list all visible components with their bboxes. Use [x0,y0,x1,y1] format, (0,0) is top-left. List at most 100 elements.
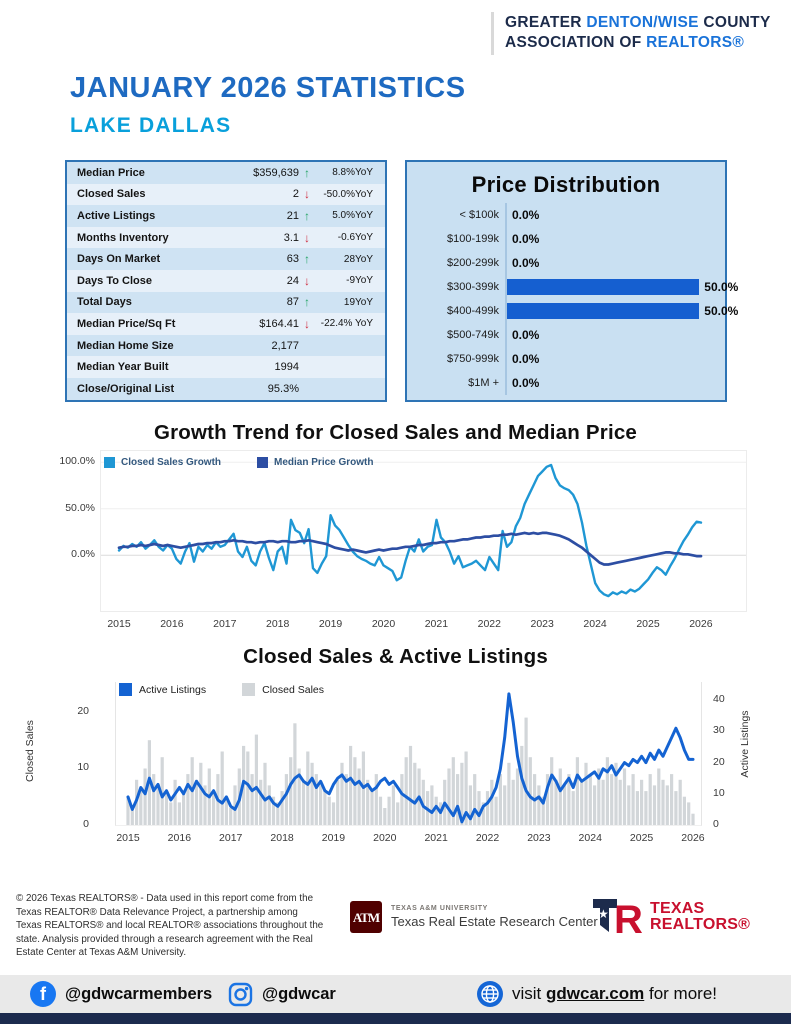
closed-sales-bar [490,779,494,825]
stat-label: Days To Close [77,274,152,287]
facebook-handle: @gdwcarmembers [65,984,213,1003]
facebook-icon: f [30,981,56,1007]
closed-sales-bar [366,779,370,825]
facebook-handle-item[interactable]: f @gdwcarmembers [30,981,212,1007]
price-bucket-label: $1M + [468,377,499,389]
stat-value: $164.41 [259,317,299,330]
closed-sales-bar [614,762,618,825]
instagram-handle-item[interactable]: @gdwcar [228,982,336,1007]
closed-sales-bar [571,791,575,825]
closed-sales-bar [464,751,468,825]
visit-site-item[interactable]: visit gdwcar.com for more! [477,981,717,1007]
closed-sales-bar [511,779,515,825]
median-price-growth-swatch [257,457,269,468]
stat-value: 2 [292,188,299,201]
stat-label: Median Home Size [77,339,174,352]
closed-sales-bar [173,779,177,825]
table-row: Close/Original List 95.3% [67,377,385,400]
price-bucket-label: $750-999k [447,353,499,365]
growth-trend-chart: Closed Sales Growth Median Price Growth … [59,450,747,630]
closed-sales-bar [605,757,609,825]
table-row: Active Listings 21 ↑ 5.0%YoY [67,205,385,227]
stat-label: Months Inventory [77,231,169,244]
growth-trend-svg [101,461,746,598]
closed-sales-bar [378,796,383,825]
price-dist-value: 50.0% [704,304,739,318]
trend-arrow-icon: ↓ [304,230,310,245]
price-bucket-label: $200-299k [447,257,499,269]
sales-left-tick-label: 20 [77,704,89,717]
closed-sales-bar [327,796,331,825]
trend-arrow-icon: ↑ [304,208,310,223]
visit-link[interactable]: gdwcar.com [546,984,645,1003]
closed-sales-bar [276,802,280,825]
growth-x-tick-label: 2015 [107,618,131,630]
bar-track: 0.0% [505,227,725,251]
right-axis-title: Active Listings [739,710,751,778]
closed-sales-bar [387,796,391,825]
bar-track: 0.0% [505,203,725,227]
table-row: Days On Market 63 ↑ 28YoY [67,248,385,270]
growth-x-tick-label: 2024 [583,618,607,630]
closed-sales-bar [310,762,314,825]
price-dist-row: $200-299k 0.0% [407,251,725,275]
instagram-icon [228,982,253,1007]
closed-sales-bar [498,774,502,825]
closed-sales-bar [652,785,657,825]
growth-x-tick-label: 2016 [160,618,184,630]
closed-sales-bar [468,785,472,825]
closed-sales-bar [460,762,464,825]
closed-sales-bar [331,802,336,825]
stat-value: 63 [286,253,299,266]
closed-sales-bar [199,762,203,825]
price-distribution-title: Price Distribution [471,172,661,197]
closed-sales-bar [336,779,340,825]
sales-right-tick-label: 20 [713,755,725,768]
closed-sales-bar [477,791,481,825]
stat-yoy: -0.6YoY [337,232,373,244]
growth-x-tick-label: 2017 [213,618,237,630]
closed-sales-bar [259,779,263,825]
closed-sales-bar [558,768,562,825]
closed-sales-growth-swatch [104,457,115,468]
closed-sales-bar [177,802,181,825]
closed-sales-bar [233,785,237,825]
logo-divider [491,12,494,55]
price-bucket-label: $400-499k [447,305,499,317]
table-row: Median Year Built 1994 [67,356,385,378]
closed-sales-bar [451,757,455,825]
closed-sales-bar [254,734,258,825]
stat-label: Total Days [77,296,132,309]
sales-x-tick-label: 2022 [475,832,500,844]
globe-icon [477,981,503,1007]
closed-sales-bar [344,774,348,825]
closed-sales-bar [370,791,374,825]
price-distribution-rows: < $100k 0.0% $100-199k 0.0% $200-299k 0.0% … [407,203,738,395]
closed-sales-bar [640,779,644,825]
table-row: Days To Close 24 ↓ -9YoY [67,269,385,292]
price-dist-value: 0.0% [512,232,540,246]
closed-sales-bar [323,791,327,825]
sales-right-tick-label: 40 [713,693,725,706]
stat-yoy: -9YoY [346,275,373,287]
growth-x-tick-label: 2023 [530,618,554,630]
stats-table: Median Price $359,639 ↑ 8.8%YoY Closed Sale… [65,160,387,402]
instagram-handle: @gdwcar [262,985,336,1003]
closed-sales-bar [413,762,417,825]
closed-sales-bar [631,774,635,825]
visit-text: visit gdwcar.com for more! [512,984,717,1004]
closed-sales-growth-line [117,463,703,598]
closed-sales-bar [678,779,682,825]
page-title: JANUARY 2026 STATISTICS [70,72,466,104]
closed-sales-bar [661,779,665,825]
stat-yoy: -50.0%YoY [323,188,373,200]
closed-sales-bar [627,785,631,825]
closed-sales-bar [507,762,511,825]
closed-sales-bar [473,774,477,825]
closed-sales-bar [152,774,156,825]
logo-text: COUNTY [698,14,771,31]
closed-sales-bar [340,762,344,825]
sales-x-tick-label: 2025 [629,832,654,844]
stat-value: 24 [286,274,299,287]
closed-sales-bar [353,757,357,825]
